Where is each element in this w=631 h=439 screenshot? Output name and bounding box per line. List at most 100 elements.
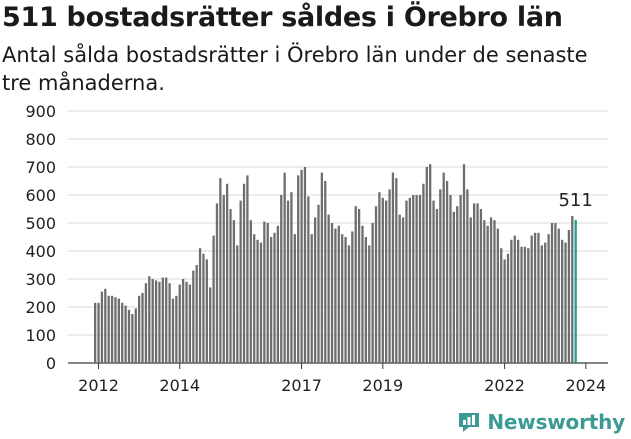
bar — [276, 225, 280, 363]
bar — [354, 206, 357, 363]
bar — [449, 195, 452, 363]
bar — [429, 164, 432, 363]
bar — [117, 298, 120, 363]
bar — [520, 246, 523, 363]
bar — [381, 197, 384, 363]
bar — [398, 214, 401, 363]
bar — [493, 220, 496, 363]
bar — [219, 178, 222, 363]
bar — [412, 195, 415, 363]
x-tick-label: 2012 — [78, 376, 119, 395]
bar — [554, 223, 557, 363]
bar — [476, 203, 479, 363]
bar — [557, 228, 560, 363]
bar — [185, 281, 188, 363]
bar — [303, 167, 307, 363]
bar — [229, 209, 232, 363]
bar — [246, 175, 249, 363]
bar — [530, 235, 533, 363]
bar — [401, 217, 405, 363]
bar — [202, 253, 205, 363]
bar — [320, 172, 324, 363]
bar — [212, 235, 215, 363]
x-tick-label: 2017 — [281, 376, 322, 395]
x-tick-label: 2019 — [362, 376, 403, 395]
bar — [537, 232, 540, 363]
bar — [540, 245, 543, 363]
bar — [496, 228, 499, 363]
bar — [452, 211, 456, 363]
bar — [178, 284, 181, 363]
bar — [391, 172, 395, 363]
bar — [388, 189, 391, 363]
bar — [317, 204, 320, 363]
bar — [523, 246, 527, 363]
bar — [273, 232, 276, 363]
bar — [110, 295, 114, 363]
bar — [347, 245, 351, 363]
bar — [154, 280, 158, 363]
bar — [209, 287, 212, 363]
bar — [330, 223, 334, 363]
bar — [236, 245, 239, 363]
bar — [327, 214, 330, 363]
bar — [225, 183, 229, 363]
bar — [395, 178, 398, 363]
bar — [269, 237, 273, 363]
bar — [374, 206, 378, 363]
brand-name: Newsworthy — [487, 410, 625, 434]
bar — [300, 169, 303, 363]
bar — [141, 293, 144, 363]
bar — [195, 265, 198, 363]
x-tick-label: 2014 — [159, 376, 200, 395]
bar — [97, 302, 100, 363]
bar — [527, 248, 530, 363]
y-axis-ticks: 0 100 200 300 400 500 600 700 800 900 — [25, 102, 56, 373]
bar — [550, 223, 554, 363]
chart-subtitle: Antal sålda bostadsrätter i Örebro län u… — [2, 43, 588, 95]
bar — [253, 234, 256, 363]
bar — [432, 200, 435, 363]
bar — [175, 295, 178, 363]
bar — [151, 279, 154, 363]
bar — [425, 167, 428, 363]
bar — [500, 248, 503, 363]
bar — [364, 237, 368, 363]
bar — [290, 192, 293, 363]
bar — [486, 225, 489, 363]
bar — [503, 259, 506, 363]
y-tick-label: 0 — [46, 354, 56, 373]
bar — [445, 181, 449, 363]
bar — [334, 228, 337, 363]
bar — [483, 220, 486, 363]
bar — [506, 253, 510, 363]
bar — [131, 314, 134, 363]
highlight-value-label: 511 — [558, 190, 592, 211]
bar — [351, 231, 354, 363]
bar — [560, 239, 564, 363]
bar — [459, 195, 462, 363]
bar — [100, 291, 104, 363]
bar — [171, 298, 175, 363]
bar-series — [94, 164, 577, 363]
bar — [513, 235, 516, 363]
bar — [533, 232, 537, 363]
bar — [544, 242, 547, 363]
bar — [165, 277, 168, 363]
bar — [489, 217, 493, 363]
bar — [181, 279, 185, 363]
bar — [310, 234, 313, 363]
bar — [239, 200, 242, 363]
bar — [341, 234, 344, 363]
bar — [473, 203, 476, 363]
bar — [415, 195, 418, 363]
y-tick-label: 200 — [25, 298, 56, 317]
bar — [422, 183, 425, 363]
bar — [564, 242, 567, 363]
bar — [378, 192, 381, 363]
bar — [188, 284, 192, 363]
bar — [232, 220, 236, 363]
bar — [479, 209, 483, 363]
bar — [371, 223, 374, 363]
